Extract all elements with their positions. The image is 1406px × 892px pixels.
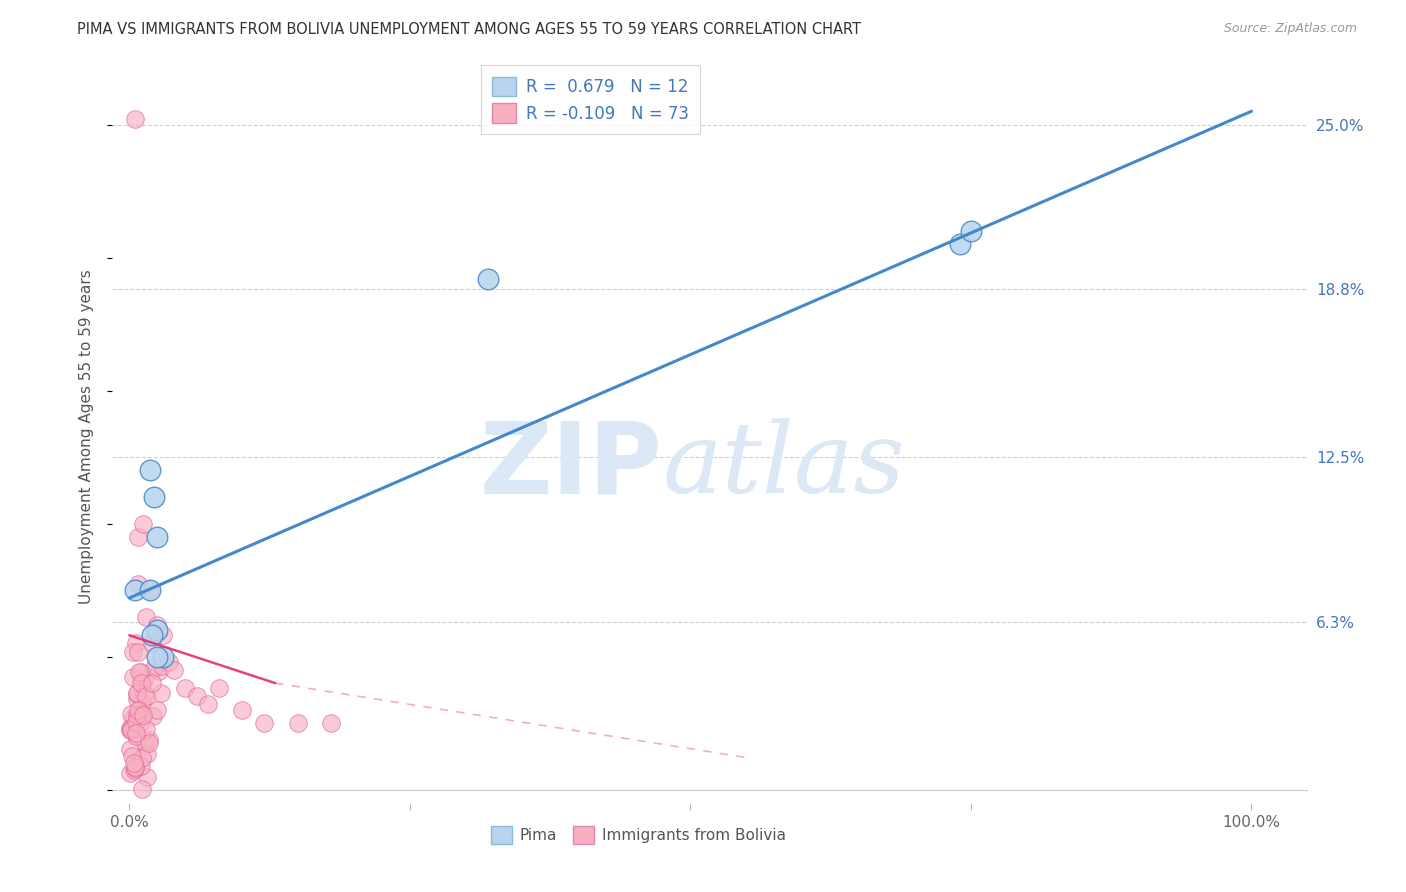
Legend: Pima, Immigrants from Bolivia: Pima, Immigrants from Bolivia <box>485 820 792 850</box>
Point <box>135 747 157 761</box>
Point <box>138 736 160 750</box>
Point <box>127 692 149 706</box>
Point <box>157 655 180 669</box>
Text: ZIP: ZIP <box>479 417 662 515</box>
Point <box>127 703 149 717</box>
Point <box>138 463 160 477</box>
Point <box>477 272 499 286</box>
Point <box>146 703 169 717</box>
Point <box>121 749 143 764</box>
Point <box>150 686 173 700</box>
Point <box>146 649 169 664</box>
Point <box>127 576 149 591</box>
Point <box>124 760 146 774</box>
Point <box>146 617 169 632</box>
Point <box>135 609 157 624</box>
Point <box>146 623 169 637</box>
Point <box>125 714 148 729</box>
Point <box>141 628 163 642</box>
Point <box>131 696 153 710</box>
Point <box>125 687 148 701</box>
Point <box>125 729 148 743</box>
Point <box>136 770 159 784</box>
Point <box>138 582 160 597</box>
Point <box>150 658 173 673</box>
Point <box>960 224 983 238</box>
Point <box>134 737 156 751</box>
Point <box>163 663 186 677</box>
Point <box>197 698 219 712</box>
Point <box>132 708 155 723</box>
Point <box>174 681 197 696</box>
Point <box>132 516 155 531</box>
Point <box>131 781 153 796</box>
Point <box>135 690 157 704</box>
Point <box>121 670 143 684</box>
Point <box>125 686 148 700</box>
Point <box>208 681 231 696</box>
Point <box>143 490 166 504</box>
Point <box>122 756 145 770</box>
Point <box>129 676 152 690</box>
Point <box>129 665 152 680</box>
Point <box>253 716 276 731</box>
Point <box>141 636 163 650</box>
Point <box>131 751 153 765</box>
Point <box>131 676 153 690</box>
Point <box>125 636 148 650</box>
Point <box>122 721 145 735</box>
Point <box>120 706 142 721</box>
Point <box>142 708 165 723</box>
Point <box>132 687 155 701</box>
Text: atlas: atlas <box>662 418 905 514</box>
Point <box>152 649 174 664</box>
Point <box>127 645 149 659</box>
Point <box>120 721 142 735</box>
Point <box>120 723 142 737</box>
Point <box>135 723 157 737</box>
Point <box>118 721 141 735</box>
Point <box>122 711 145 725</box>
Point <box>949 237 972 252</box>
Point <box>231 703 253 717</box>
Point <box>143 660 166 674</box>
Point <box>120 723 142 737</box>
Point <box>124 112 146 127</box>
Point <box>186 690 208 704</box>
Point <box>128 665 150 680</box>
Point <box>127 530 149 544</box>
Point <box>141 676 163 690</box>
Point <box>131 707 153 722</box>
Point <box>132 673 155 688</box>
Point <box>124 761 146 775</box>
Point <box>124 582 146 597</box>
Point <box>321 716 343 731</box>
Point <box>146 530 169 544</box>
Point <box>118 742 141 756</box>
Y-axis label: Unemployment Among Ages 55 to 59 years: Unemployment Among Ages 55 to 59 years <box>79 269 94 605</box>
Point <box>138 582 160 597</box>
Point <box>131 759 153 773</box>
Point <box>124 764 146 778</box>
Point <box>138 732 160 747</box>
Point <box>125 708 148 723</box>
Text: Source: ZipAtlas.com: Source: ZipAtlas.com <box>1223 22 1357 36</box>
Point <box>148 664 170 678</box>
Point <box>152 628 174 642</box>
Point <box>125 726 148 740</box>
Point <box>131 714 153 729</box>
Text: PIMA VS IMMIGRANTS FROM BOLIVIA UNEMPLOYMENT AMONG AGES 55 TO 59 YEARS CORRELATI: PIMA VS IMMIGRANTS FROM BOLIVIA UNEMPLOY… <box>77 22 862 37</box>
Point <box>287 716 309 731</box>
Point <box>122 645 145 659</box>
Point <box>120 766 142 780</box>
